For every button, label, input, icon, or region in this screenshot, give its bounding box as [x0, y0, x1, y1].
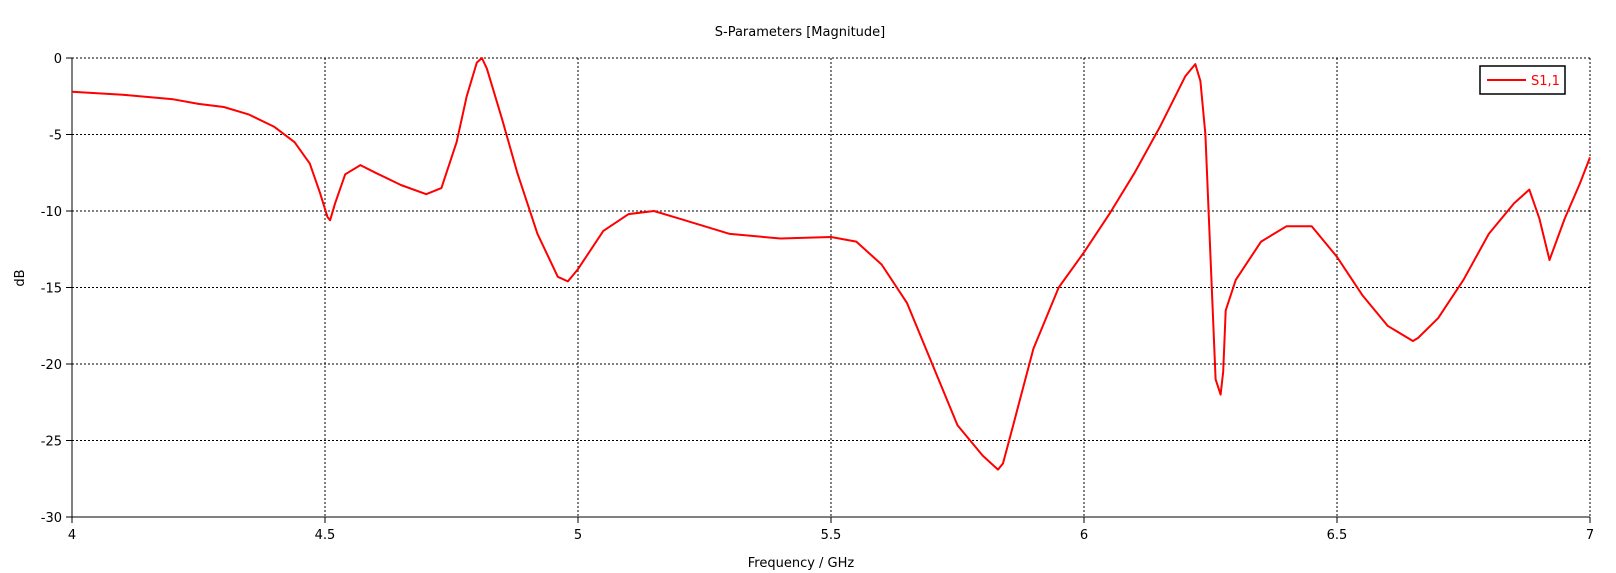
x-tick-label: 6.5 [1327, 528, 1348, 543]
series-lines [71, 57, 1591, 471]
y-tick-label: -25 [41, 435, 62, 450]
legend-label: S1,1 [1531, 74, 1560, 89]
y-tick-label: -20 [41, 358, 62, 373]
axes [66, 57, 1591, 523]
x-tick-label: 5 [574, 528, 582, 543]
y-tick-label: 0 [54, 52, 62, 67]
x-axis-label: Frequency / GHz [748, 556, 855, 571]
series-line-s11 [71, 57, 1591, 471]
x-tick-label: 6 [1080, 528, 1088, 543]
y-tick-label: -5 [49, 129, 62, 144]
tick-labels: 4 4.5 5 5.5 6 6.5 7 0 -5 -10 -15 -20 -25 -30 [41, 52, 1594, 543]
x-tick-label: 5.5 [821, 528, 842, 543]
x-tick-label: 4.5 [315, 528, 336, 543]
y-tick-label: -15 [41, 282, 62, 297]
legend: S1,1 [1479, 65, 1566, 95]
y-tick-label: -10 [41, 205, 62, 220]
x-tick-label: 7 [1586, 528, 1594, 543]
y-tick-label: -30 [41, 511, 62, 526]
y-axis-label: dB [13, 269, 28, 286]
x-tick-label: 4 [68, 528, 76, 543]
chart-title: S-Parameters [Magnitude] [715, 25, 886, 40]
